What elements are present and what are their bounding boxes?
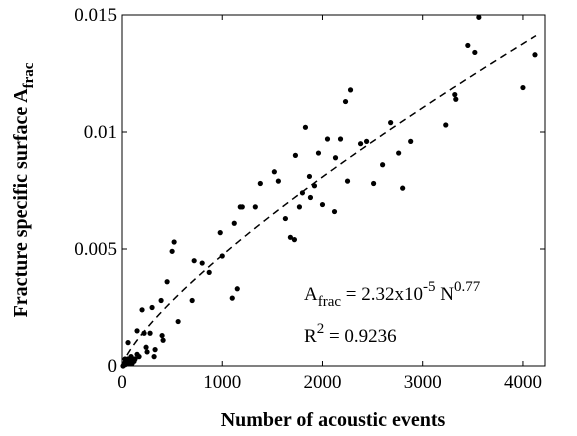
data-point (476, 14, 482, 20)
data-point (239, 204, 245, 210)
data-point (287, 234, 293, 240)
data-point (380, 162, 386, 168)
data-point (299, 190, 306, 196)
eq-part: -5 (423, 279, 436, 295)
data-point (347, 87, 354, 93)
data-point (302, 124, 309, 130)
data-point (159, 332, 165, 339)
data-point (282, 215, 288, 222)
r-squared: R2 = 0.9236 (304, 321, 397, 347)
data-point (169, 248, 175, 254)
y-axis-label: Fracture specific surface Afrac (10, 62, 37, 317)
data-point (147, 330, 153, 336)
eq-part: frac (318, 294, 342, 310)
data-point (400, 185, 406, 191)
data-point (472, 49, 478, 56)
data-point (306, 173, 313, 180)
data-point (149, 304, 155, 311)
data-point (315, 150, 322, 156)
data-point (311, 183, 318, 189)
data-point (171, 239, 177, 245)
data-point (144, 349, 150, 355)
fit-line (121, 35, 537, 367)
data-point (319, 201, 326, 208)
data-point (520, 84, 526, 91)
data-point (122, 356, 128, 362)
data-point (307, 194, 314, 201)
data-point (408, 138, 414, 144)
data-point (191, 258, 197, 264)
eq-part: A (304, 284, 318, 305)
data-point (164, 279, 170, 285)
eq-part: N (436, 284, 455, 305)
eq-part: = 2.32x10 (341, 284, 423, 305)
data-point (234, 286, 240, 292)
data-point (143, 344, 149, 350)
data-point (199, 260, 205, 266)
y-tick-label: 0.005 (74, 239, 117, 260)
data-point (370, 180, 377, 187)
data-point (342, 98, 349, 105)
data-point (443, 122, 449, 128)
x-tick-label: 2000 (303, 372, 341, 393)
data-point (363, 138, 370, 144)
data-point (125, 340, 131, 346)
data-point (152, 347, 158, 353)
data-point (396, 150, 402, 156)
data-point (337, 136, 344, 142)
fit-equation: Afrac = 2.32x10-5 N0.77 (304, 279, 481, 310)
x-tick-label: 1000 (203, 372, 241, 393)
data-point (136, 354, 142, 360)
plot-box (121, 14, 546, 367)
x-tick-label: 3000 (404, 372, 442, 393)
data-point (324, 136, 331, 142)
data-point (296, 204, 303, 210)
data-point (231, 220, 237, 226)
data-point (465, 42, 471, 49)
data-point (158, 297, 164, 304)
data-point (332, 155, 339, 161)
x-tick-label: 4000 (504, 372, 542, 393)
data-point (132, 356, 138, 362)
y-tick-label: 0 (108, 356, 118, 377)
data-point (139, 307, 145, 313)
data-point (271, 169, 277, 175)
data-point (357, 141, 364, 147)
data-point (219, 253, 225, 259)
data-point (292, 152, 299, 158)
x-axis-label: Number of acoustic events (221, 409, 446, 431)
data-point (217, 230, 223, 236)
data-point (189, 297, 195, 304)
data-point (331, 208, 338, 215)
eq-part: 0.77 (454, 279, 481, 295)
data-point (160, 337, 166, 343)
y-label-sub: frac (21, 62, 37, 88)
data-point (229, 295, 235, 301)
data-point (141, 330, 147, 336)
data-point (388, 120, 394, 126)
data-point (206, 269, 212, 275)
data-point (252, 204, 258, 210)
data-point (532, 52, 538, 58)
r2-part: = 0.9236 (324, 326, 396, 347)
data-point (291, 237, 298, 243)
data-point (275, 178, 281, 184)
data-point (453, 96, 459, 102)
r2-part: R (304, 326, 317, 347)
data-point (175, 318, 181, 325)
data-point (344, 178, 351, 184)
data-point (452, 91, 458, 98)
y-label-main: Fracture specific surface A (10, 88, 32, 318)
data-point (151, 354, 157, 360)
r2-part: 2 (317, 321, 325, 337)
data-point (134, 328, 140, 334)
y-tick-label: 0.015 (74, 5, 117, 26)
data-point (257, 180, 263, 187)
x-tick-label: 0 (117, 372, 127, 393)
y-tick-label: 0.01 (84, 122, 117, 143)
